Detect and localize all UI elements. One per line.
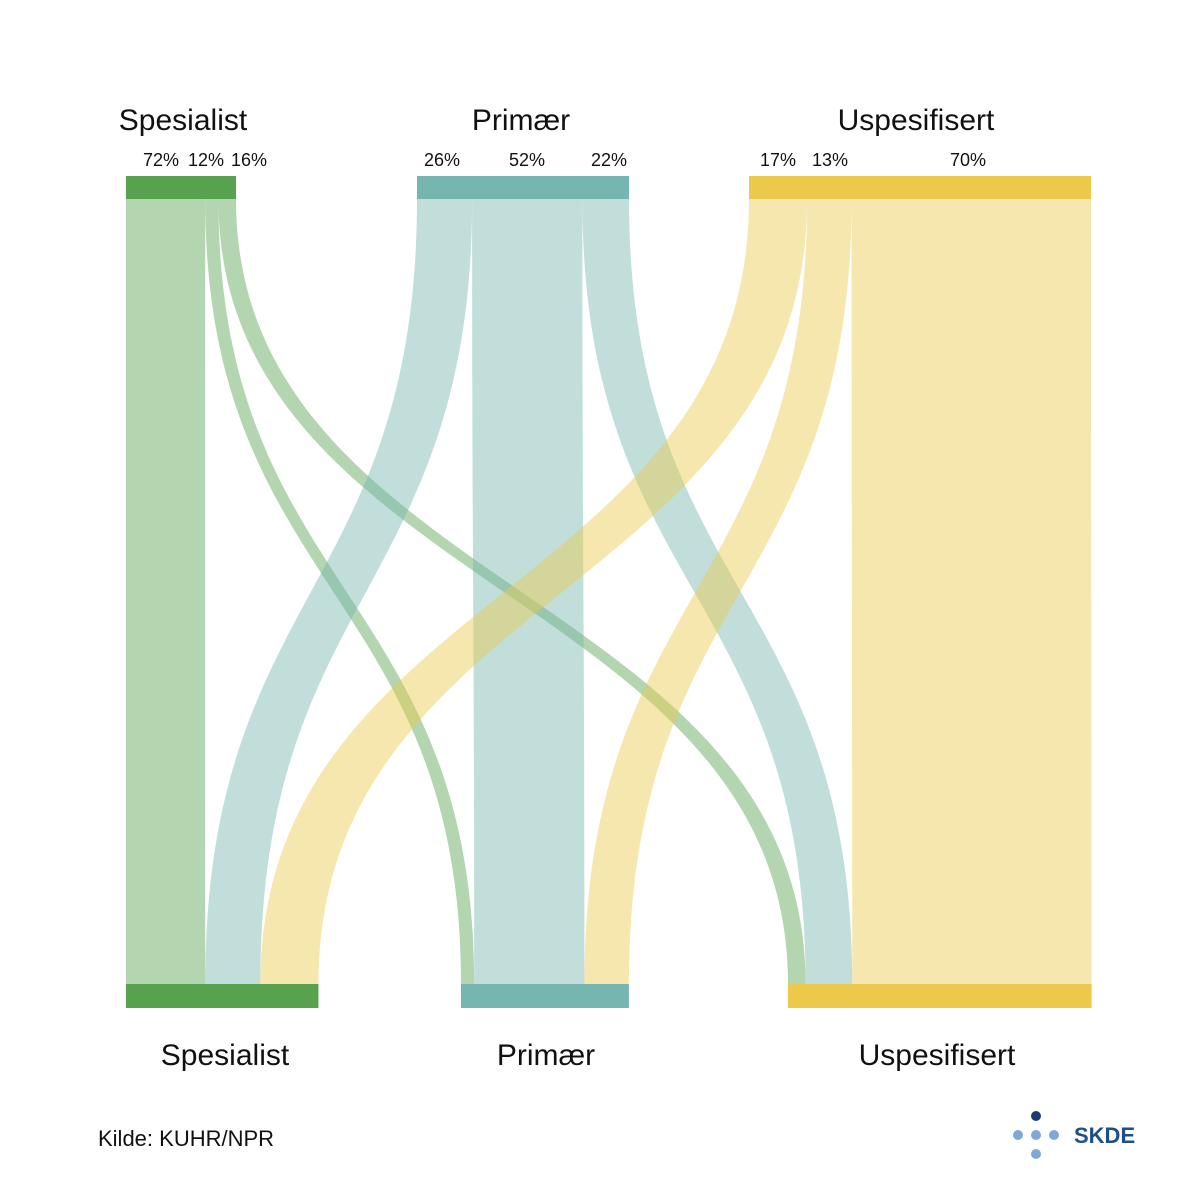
flow-spesialist-to-spesialist xyxy=(126,199,206,984)
flow-prim-r-to-spesialist xyxy=(205,199,473,984)
source-bar-spesialist xyxy=(126,176,236,199)
pct-label-uspesifisert-to-uspesifisert: 70% xyxy=(950,150,986,170)
target-bar-prim-r xyxy=(461,984,629,1008)
source-title-spesialist: Spesialist xyxy=(119,104,248,137)
source-bar-prim-r xyxy=(417,176,629,199)
source-title-uspesifisert: Uspesifisert xyxy=(838,104,995,137)
pct-label-spesialist-to-spesialist: 72% xyxy=(143,150,179,170)
flow-spesialist-to-uspesifisert xyxy=(218,199,806,984)
target-title-prim-r: Primær xyxy=(497,1039,595,1072)
logo-dot-bottom xyxy=(1031,1149,1041,1159)
pct-label-spesialist-to-uspesifisert: 16% xyxy=(231,150,267,170)
skde-logo: SKDE xyxy=(1013,1111,1135,1159)
logo-dot-left xyxy=(1013,1130,1023,1140)
pct-label-prim-r-to-uspesifisert: 22% xyxy=(591,150,627,170)
logo-dot-center xyxy=(1031,1130,1041,1140)
pct-label-spesialist-to-prim-r: 12% xyxy=(188,150,224,170)
pct-label-prim-r-to-prim-r: 52% xyxy=(509,150,545,170)
pct-label-uspesifisert-to-spesialist: 17% xyxy=(760,150,796,170)
logo-text: SKDE xyxy=(1074,1123,1135,1148)
logo-dot-right xyxy=(1049,1130,1059,1140)
source-bar-uspesifisert xyxy=(749,176,1091,199)
flow-prim-r-to-uspesifisert xyxy=(582,199,853,984)
source-note: Kilde: KUHR/NPR xyxy=(98,1126,275,1151)
label-layer: Spesialist Primær Uspesifisert 72% 12% 16% 26%… xyxy=(119,104,1016,1072)
flow-prim-r-to-prim-r xyxy=(472,199,585,984)
flow-uspesifisert-to-uspesifisert xyxy=(851,199,1092,984)
target-title-spesialist: Spesialist xyxy=(161,1039,290,1072)
logo-dot-top xyxy=(1031,1111,1041,1121)
target-bar-uspesifisert xyxy=(788,984,1092,1008)
flow-uspesifisert-to-spesialist xyxy=(260,199,808,984)
pct-label-uspesifisert-to-prim-r: 13% xyxy=(812,150,848,170)
bar-layer xyxy=(126,176,1092,1008)
pct-label-prim-r-to-spesialist: 26% xyxy=(424,150,460,170)
flow-uspesifisert-to-prim-r xyxy=(584,199,852,984)
source-title-prim-r: Primær xyxy=(472,104,570,137)
flow-spesialist-to-prim-r xyxy=(205,199,475,984)
flow-layer xyxy=(126,199,1092,984)
target-title-uspesifisert: Uspesifisert xyxy=(859,1039,1016,1072)
target-bar-spesialist xyxy=(126,984,319,1008)
